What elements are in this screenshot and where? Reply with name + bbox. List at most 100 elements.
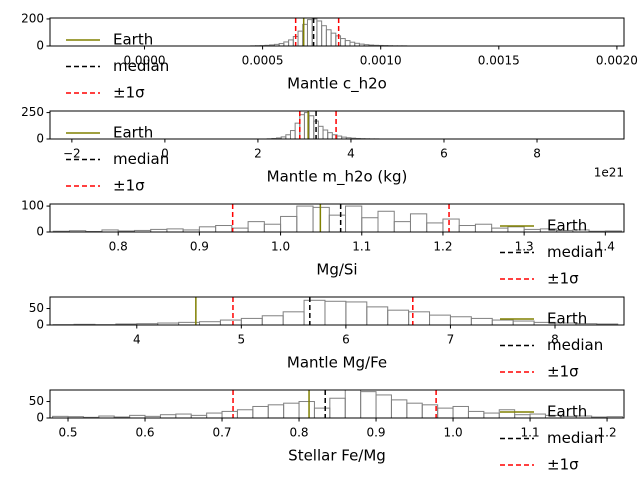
- histogram-bar: [360, 391, 377, 419]
- histogram-bar: [261, 315, 284, 326]
- axes-frame: [49, 389, 625, 419]
- y-tick-label: 0: [36, 411, 44, 425]
- x-tick-label: 0.0005: [242, 54, 284, 68]
- legend-label: median: [113, 150, 169, 168]
- histogram-bar: [393, 221, 411, 233]
- histogram-bar: [442, 218, 460, 233]
- histogram-bar: [206, 412, 223, 419]
- histogram-bar: [390, 399, 408, 419]
- histogram-bar: [344, 389, 362, 419]
- histogram-bar: [330, 32, 337, 47]
- histogram-bar: [263, 223, 282, 233]
- histogram-bar: [231, 227, 249, 233]
- x-tick-label: 1.4: [596, 240, 615, 254]
- histogram-bar: [283, 402, 300, 419]
- x-tick-label: 5: [238, 333, 246, 347]
- histogram-bar: [324, 300, 347, 326]
- x-axis-label: Mantle c_h2o: [287, 75, 387, 94]
- histogram-bar: [452, 405, 469, 419]
- histogram-bar: [458, 225, 476, 233]
- histogram-bar: [470, 317, 493, 326]
- legend-label: ±1σ: [113, 177, 145, 195]
- x-tick-label: 0.8: [289, 426, 308, 440]
- x-tick-label: 0.9: [190, 240, 209, 254]
- histogram-bar: [421, 404, 439, 419]
- histogram-bar: [406, 402, 423, 419]
- histogram-bar: [215, 225, 233, 233]
- histogram-bar: [328, 214, 347, 233]
- histogram-bar: [426, 222, 444, 233]
- histogram-bar: [175, 413, 192, 419]
- histogram-bar: [321, 25, 327, 47]
- histogram-bar: [296, 205, 314, 233]
- histogram-bar: [303, 299, 326, 326]
- x-tick-label: 0.0020: [596, 54, 638, 68]
- x-tick-label: 0.0015: [478, 54, 520, 68]
- x-axis-label: Mantle m_h2o (kg): [267, 168, 408, 187]
- x-axis-label: Mantle Mg/Fe: [287, 354, 387, 372]
- y-tick-label: 200: [21, 11, 44, 25]
- histogram-bar: [512, 320, 535, 326]
- histogram-bar: [313, 407, 331, 419]
- histogram-bar: [529, 413, 546, 419]
- legend-label: median: [547, 243, 603, 261]
- histogram-bar: [375, 394, 392, 419]
- x-tick-label: 1.0: [444, 426, 463, 440]
- histogram-bar: [252, 405, 269, 419]
- histogram-bar: [219, 319, 242, 326]
- histogram-bar: [483, 412, 500, 419]
- histogram-bar: [449, 316, 472, 326]
- legend-label: ±1σ: [547, 456, 579, 474]
- histogram-bar: [297, 30, 304, 47]
- histogram-bar: [437, 407, 454, 419]
- histogram-bar: [198, 226, 217, 233]
- y-tick-label: 0: [36, 39, 44, 53]
- x-tick-label: 1.1: [352, 240, 371, 254]
- axes-frame: [49, 17, 625, 47]
- legend-label: Earth: [547, 217, 587, 235]
- offset-label: 1e21: [594, 166, 624, 180]
- x-tick-label: 1.1: [521, 426, 540, 440]
- x-tick-label: 6: [440, 147, 448, 161]
- histogram-bar: [387, 309, 410, 326]
- histogram-bar: [329, 397, 346, 419]
- legend-label: median: [547, 336, 603, 354]
- x-tick-label: 7: [447, 333, 455, 347]
- axes-frame: [49, 110, 625, 140]
- histogram-bar: [289, 130, 296, 140]
- x-tick-label: 1.3: [515, 240, 534, 254]
- legend-label: Earth: [547, 403, 587, 421]
- x-tick-label: 0.7: [212, 426, 231, 440]
- histogram-bar: [282, 311, 305, 326]
- histogram-bar: [240, 317, 263, 326]
- histogram-bar: [317, 125, 324, 140]
- x-tick-label: 2: [254, 147, 262, 161]
- x-tick-label: −2: [63, 147, 81, 161]
- histogram-bar: [345, 205, 363, 233]
- x-tick-label: 6: [342, 333, 350, 347]
- legend-label: median: [113, 57, 169, 75]
- histogram-bar: [349, 41, 356, 47]
- x-axis-label: Stellar Fe/Mg: [288, 447, 386, 465]
- x-tick-label: 0.0010: [360, 54, 402, 68]
- histogram-bar: [507, 226, 525, 233]
- histogram-bar: [344, 40, 351, 47]
- x-tick-label: 0.9: [366, 426, 385, 440]
- histogram-bar: [498, 409, 516, 419]
- histogram-bar: [327, 132, 333, 140]
- x-tick-label: 8: [551, 333, 559, 347]
- histogram-bar: [267, 404, 285, 419]
- histogram-bar: [322, 129, 329, 140]
- histogram-bar: [221, 410, 238, 419]
- histogram-bar: [325, 29, 332, 47]
- legend-label: ±1σ: [547, 363, 579, 381]
- histogram-bar: [311, 18, 318, 47]
- x-tick-label: 1.0: [271, 240, 290, 254]
- y-tick-label: 0: [36, 132, 44, 146]
- y-tick-label: 50: [29, 301, 44, 315]
- histogram-bar: [283, 41, 290, 47]
- legend-label: median: [547, 429, 603, 447]
- histogram-bar: [247, 221, 265, 233]
- histogram-bar: [316, 20, 323, 47]
